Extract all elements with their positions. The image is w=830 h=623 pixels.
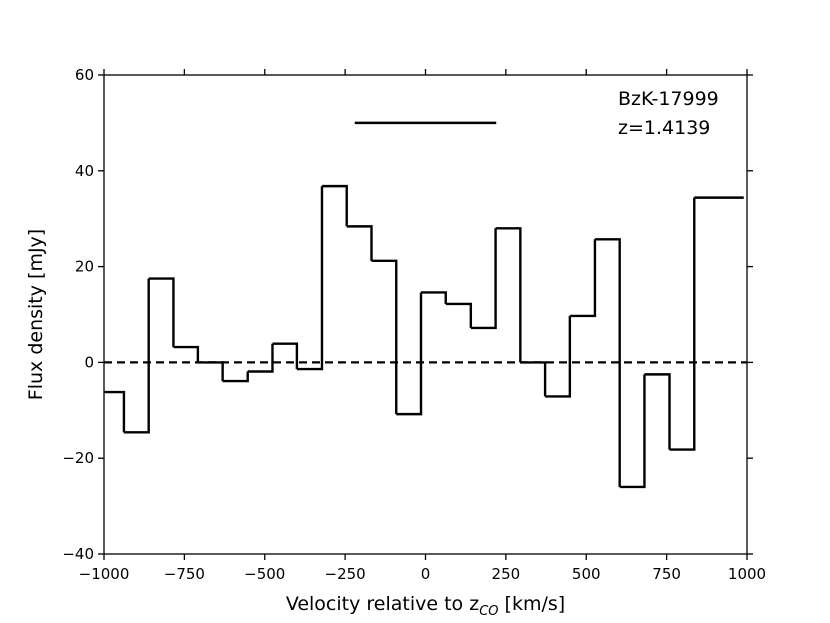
spectrum-bin — [222, 371, 249, 383]
spectrum-bin — [247, 343, 274, 373]
x-tick-label: −250 — [325, 565, 366, 583]
spectrum-bin — [148, 277, 175, 348]
y-tick-label: 20 — [75, 258, 94, 276]
spectrum-bin — [197, 361, 224, 382]
x-tick-label: −750 — [164, 565, 205, 583]
x-tick-label: −1000 — [79, 565, 130, 583]
spectrum-bin — [520, 361, 547, 397]
x-tick-label: −500 — [244, 565, 285, 583]
x-tick-label: 250 — [492, 565, 521, 583]
x-tick-label: 750 — [652, 565, 681, 583]
x-axis-label: Velocity relative to zCO [km/s] — [286, 593, 565, 619]
redshift-annotation: z=1.4139 — [618, 117, 710, 139]
spectrum-bin — [371, 259, 398, 415]
x-tick-label: 1000 — [728, 565, 766, 583]
y-tick-label: 0 — [84, 353, 94, 371]
spectrum-bin — [445, 302, 473, 328]
spectrum-bin — [594, 238, 621, 487]
y-tick-label: 60 — [75, 66, 94, 84]
spectrum-bin — [321, 184, 348, 227]
x-tick-label: 500 — [572, 565, 601, 583]
spectrum-bin — [396, 292, 423, 416]
plot-frame — [103, 74, 748, 555]
spectrum-bin — [173, 345, 200, 363]
spectrum-bin — [495, 227, 522, 363]
spectrum-bin — [644, 373, 671, 450]
y-tick-label: −40 — [62, 545, 94, 563]
source-name-annotation: BzK-17999 — [618, 88, 719, 110]
y-tick-label: 40 — [75, 162, 94, 180]
spectrum-bin — [296, 186, 324, 371]
y-tick-label: −20 — [62, 449, 94, 467]
spectrum-bin — [545, 315, 572, 398]
y-axis-label: Flux density [mJy] — [25, 229, 47, 400]
spectrum-bin — [272, 342, 299, 370]
spectrum-bin — [619, 374, 646, 489]
spectrum-bin — [104, 390, 126, 433]
spectrum-bin — [569, 239, 597, 318]
spectrum-bin — [420, 291, 447, 304]
spectrum-bin — [123, 278, 150, 434]
spectrum-bin — [470, 228, 497, 330]
spectrum-bin — [346, 225, 373, 261]
spectrum-bin — [669, 197, 696, 451]
x-tick-label: 0 — [421, 565, 431, 583]
